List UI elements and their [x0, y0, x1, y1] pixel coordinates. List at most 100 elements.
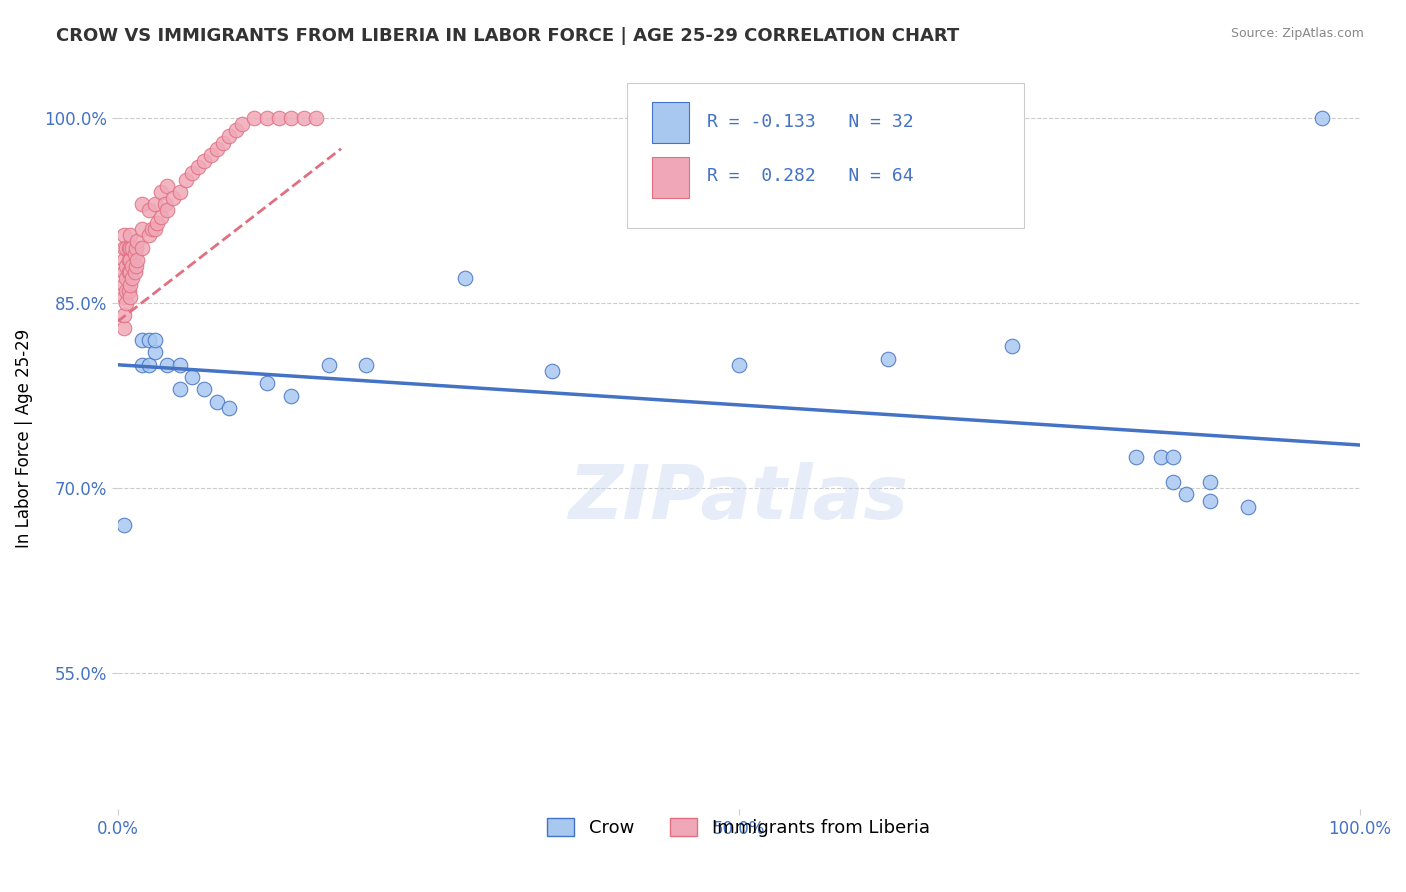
Point: [1236, 500, 1258, 514]
Text: Source: ZipAtlas.com: Source: ZipAtlas.com: [1230, 27, 1364, 40]
Point: [292, 111, 315, 125]
Point: [112, 518, 135, 533]
Point: [454, 271, 477, 285]
Point: [118, 277, 141, 292]
Point: [118, 252, 141, 267]
Point: [181, 370, 204, 384]
Point: [169, 383, 191, 397]
Point: [225, 123, 247, 137]
Point: [876, 351, 898, 366]
Point: [267, 111, 290, 125]
Point: [727, 358, 749, 372]
Bar: [651, 157, 689, 198]
Point: [112, 277, 135, 292]
Point: [218, 129, 240, 144]
Point: [112, 309, 135, 323]
Bar: [651, 102, 689, 143]
Point: [1161, 450, 1184, 465]
Point: [118, 228, 141, 243]
Point: [156, 203, 179, 218]
Point: [118, 284, 141, 298]
Point: [256, 111, 278, 125]
Point: [1125, 450, 1147, 465]
Point: [115, 240, 138, 254]
Point: [118, 265, 141, 279]
Point: [1199, 493, 1222, 508]
Point: [193, 383, 215, 397]
Point: [112, 290, 135, 304]
Y-axis label: In Labor Force | Age 25-29: In Labor Force | Age 25-29: [15, 329, 32, 549]
Point: [212, 136, 235, 150]
Point: [1310, 111, 1333, 125]
Point: [305, 111, 328, 125]
Point: [156, 358, 179, 372]
Point: [127, 252, 149, 267]
Point: [115, 259, 138, 273]
Point: [118, 240, 141, 254]
Point: [143, 197, 166, 211]
Point: [131, 222, 153, 236]
Point: [121, 259, 143, 273]
Point: [169, 185, 191, 199]
Point: [118, 290, 141, 304]
Point: [1174, 487, 1197, 501]
Point: [141, 222, 163, 236]
Point: [181, 166, 204, 180]
FancyBboxPatch shape: [627, 83, 1024, 227]
Point: [112, 240, 135, 254]
Point: [131, 333, 153, 347]
Point: [193, 154, 215, 169]
Point: [125, 259, 148, 273]
Point: [169, 358, 191, 372]
Point: [138, 228, 160, 243]
Point: [112, 252, 135, 267]
Point: [205, 142, 228, 156]
Point: [115, 271, 138, 285]
Point: [118, 265, 141, 279]
Point: [118, 240, 141, 254]
Point: [150, 185, 173, 199]
Point: [121, 271, 143, 285]
Point: [138, 203, 160, 218]
Text: R =  0.282   N = 64: R = 0.282 N = 64: [707, 167, 914, 185]
Point: [256, 376, 278, 391]
Point: [1161, 475, 1184, 489]
Point: [541, 364, 564, 378]
Point: [143, 345, 166, 359]
Point: [131, 240, 153, 254]
Point: [200, 148, 222, 162]
Point: [143, 222, 166, 236]
Point: [115, 296, 138, 310]
Point: [125, 240, 148, 254]
Point: [131, 358, 153, 372]
Point: [1199, 475, 1222, 489]
Point: [243, 111, 266, 125]
Point: [162, 191, 184, 205]
Point: [205, 394, 228, 409]
Point: [318, 358, 340, 372]
Point: [187, 161, 209, 175]
Point: [131, 197, 153, 211]
Point: [218, 401, 240, 415]
Point: [115, 284, 138, 298]
Point: [118, 252, 141, 267]
Point: [231, 117, 253, 131]
Point: [143, 333, 166, 347]
Text: R = -0.133   N = 32: R = -0.133 N = 32: [707, 113, 914, 131]
Point: [1150, 450, 1173, 465]
Point: [112, 265, 135, 279]
Point: [153, 197, 176, 211]
Point: [146, 216, 169, 230]
Point: [156, 178, 179, 193]
Point: [138, 333, 160, 347]
Text: ZIPatlas: ZIPatlas: [568, 461, 908, 534]
Point: [280, 389, 302, 403]
Point: [280, 111, 302, 125]
Point: [112, 320, 135, 334]
Point: [124, 246, 146, 260]
Legend: Crow, Immigrants from Liberia: Crow, Immigrants from Liberia: [540, 811, 936, 845]
Point: [121, 240, 143, 254]
Point: [354, 358, 377, 372]
Point: [138, 358, 160, 372]
Point: [124, 265, 146, 279]
